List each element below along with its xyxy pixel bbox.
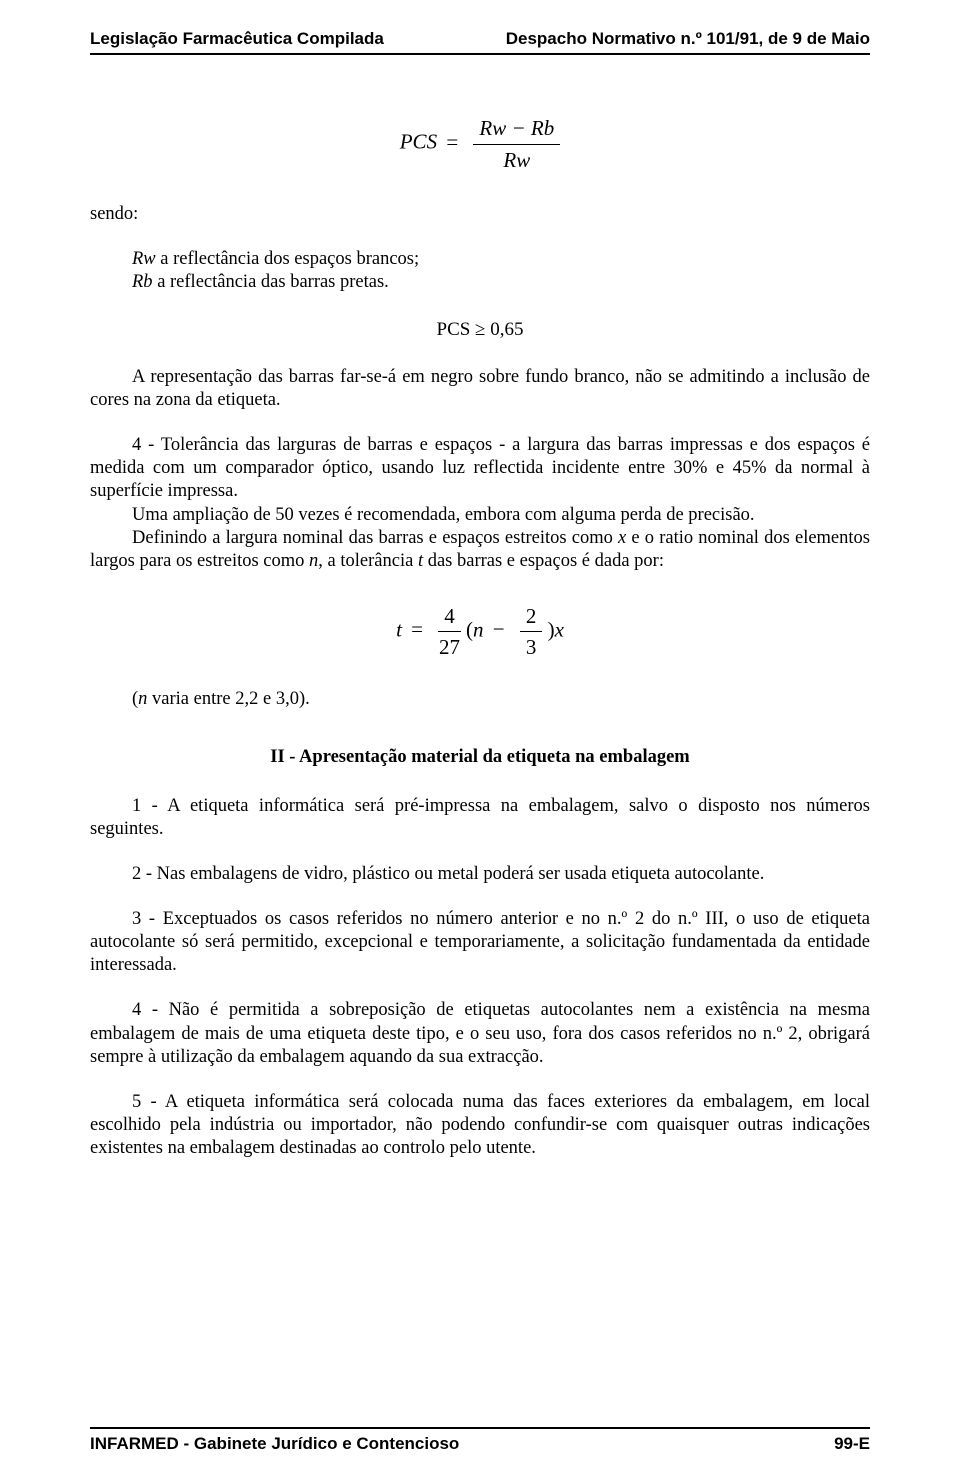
n-range-post: varia entre 2,2 e 3,0). [147, 689, 309, 709]
f2-frac1-den: 27 [438, 632, 461, 660]
ii-1: 1 - A etiqueta informática será pré-impr… [90, 795, 870, 841]
formula-pcs-lhs: PCS [400, 130, 437, 154]
para4c-end: das barras e espaços é dada por: [423, 551, 664, 571]
f2-close: ) [548, 617, 555, 641]
def-rw: Rw a reflectância dos espaços brancos; [90, 248, 870, 271]
para4c-pre: Definindo a largura nominal das barras e… [132, 528, 618, 548]
f2-n: n [473, 617, 484, 641]
formula-pcs-num: Rw − Rb [473, 115, 560, 144]
def-rb-text: a reflectância das barras pretas. [157, 272, 389, 292]
f2-frac2-den: 3 [520, 632, 543, 660]
f2-minus: − [493, 617, 505, 641]
rw-var: Rw [132, 249, 156, 269]
formula-pcs-fraction: Rw − Rb Rw [473, 115, 560, 173]
rb-var: Rb [132, 272, 153, 292]
ii-3: 3 - Exceptuados os casos referidos no nú… [90, 908, 870, 977]
footer-left: INFARMED - Gabinete Jurídico e Contencio… [90, 1433, 459, 1454]
para4c-x: x [618, 528, 626, 548]
ii-5: 5 - A etiqueta informática será colocada… [90, 1091, 870, 1160]
footer-rule [90, 1427, 870, 1429]
para4c-mid2: , a tolerância [318, 551, 418, 571]
f2-frac1-num: 4 [438, 603, 461, 632]
def-rw-text: a reflectância dos espaços brancos; [160, 249, 419, 269]
formula-pcs-den: Rw [473, 145, 560, 173]
f2-frac2-num: 2 [520, 603, 543, 632]
page: Legislação Farmacêutica Compilada Despac… [0, 0, 960, 1474]
header-left: Legislação Farmacêutica Compilada [90, 28, 384, 49]
f2-open: ( [466, 617, 473, 641]
ii-4: 4 - Não é permitida a sobreposição de et… [90, 999, 870, 1068]
footer-right: 99-E [834, 1433, 870, 1454]
pcs-condition: PCS ≥ 0,65 [90, 318, 870, 342]
para4c-n: n [309, 551, 318, 571]
page-header: Legislação Farmacêutica Compilada Despac… [90, 28, 870, 49]
sendo-label: sendo: [90, 203, 870, 226]
para-representacao: A representação das barras far-se-á em n… [90, 366, 870, 412]
header-right: Despacho Normativo n.º 101/91, de 9 de M… [506, 28, 870, 49]
formula-t: t = 4 27 (n − 2 3 )x [90, 603, 870, 661]
formula-pcs-eq: = [446, 130, 458, 154]
formula-pcs: PCS = Rw − Rb Rw [90, 115, 870, 173]
def-rb: Rb a reflectância das barras pretas. [90, 271, 870, 294]
section-ii-title: II - Apresentação material da etiqueta n… [90, 746, 870, 769]
page-footer: INFARMED - Gabinete Jurídico e Contencio… [90, 1427, 870, 1454]
header-rule [90, 53, 870, 55]
f2-t: t [396, 617, 402, 641]
n-range: (n varia entre 2,2 e 3,0). [90, 688, 870, 711]
para-4b: Uma ampliação de 50 vezes é recomendada,… [90, 504, 870, 527]
para-4a: 4 - Tolerância das larguras de barras e … [90, 434, 870, 503]
f2-x: x [555, 617, 564, 641]
f2-eq: = [411, 617, 423, 641]
f2-frac2: 2 3 [520, 603, 543, 661]
para-4c: Definindo a largura nominal das barras e… [90, 527, 870, 573]
f2-frac1: 4 27 [438, 603, 461, 661]
ii-2: 2 - Nas embalagens de vidro, plástico ou… [90, 863, 870, 886]
